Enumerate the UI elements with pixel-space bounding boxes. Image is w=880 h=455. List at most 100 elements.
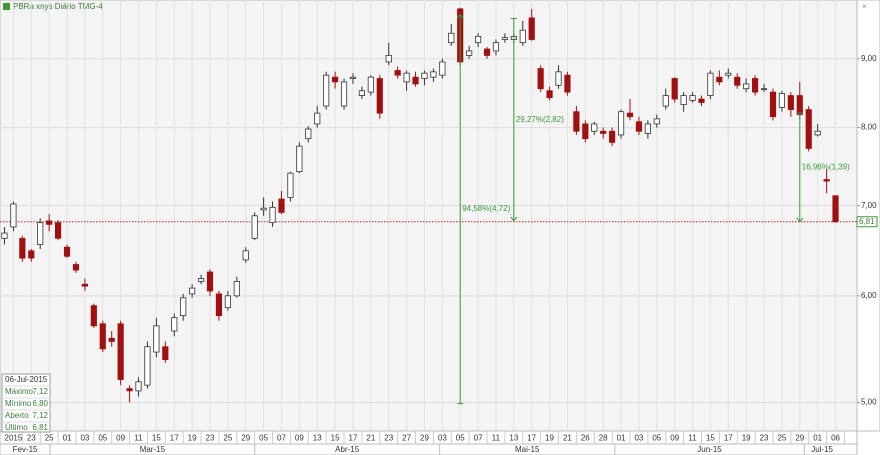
candle-body: [189, 287, 196, 295]
candle-body: [716, 76, 723, 83]
candle-body: [305, 128, 312, 140]
plot-area: [0, 0, 858, 432]
last-price-label: 6,81: [859, 217, 875, 226]
info-date: 06-Jul-2015: [5, 375, 48, 384]
candle-body: [564, 74, 571, 93]
candle-body: [171, 317, 178, 332]
x-tick-label: 09: [670, 434, 679, 443]
candle-body: [832, 195, 839, 223]
candle-body: [823, 179, 830, 182]
y-tick-label: 9,00: [861, 54, 877, 63]
candle-body: [72, 264, 80, 271]
month-label: Mar-15: [140, 445, 166, 454]
x-tick-label: 15: [706, 434, 715, 443]
y-tick-label: 8,00: [861, 123, 877, 132]
title-icon: [3, 3, 10, 10]
candle-body: [475, 35, 482, 44]
x-tick-label: 19: [742, 434, 751, 443]
candle-body: [242, 250, 249, 261]
close-button[interactable]: ×: [862, 2, 867, 11]
info-label: Aberto: [5, 411, 29, 420]
x-tick-label: 21: [563, 434, 572, 443]
candle-body: [135, 381, 142, 392]
candle-body: [117, 323, 124, 380]
candle-body: [287, 172, 294, 198]
candle-body: [734, 76, 741, 86]
info-value: 7,12: [32, 387, 48, 396]
x-tick-label: 29: [795, 434, 804, 443]
x-tick-label: 25: [45, 434, 54, 443]
x-tick-label: 11: [492, 434, 501, 443]
info-value: 6,80: [32, 399, 48, 408]
measure-arrow: [510, 216, 518, 222]
candle-body: [385, 55, 392, 63]
x-tick-label: 07: [277, 434, 286, 443]
candle-body: [769, 91, 777, 118]
candle-body: [421, 72, 428, 79]
candle-body: [689, 95, 696, 101]
x-tick-label: 23: [206, 434, 215, 443]
candle-body: [573, 111, 580, 132]
x-tick-label: 03: [80, 434, 89, 443]
info-value: 7,12: [32, 411, 48, 420]
candle-body: [332, 76, 339, 83]
candle-body: [439, 61, 446, 76]
candle-body: [662, 95, 669, 107]
candle-body: [358, 90, 365, 96]
candle-body: [546, 90, 553, 99]
x-tick-label: 27: [402, 434, 411, 443]
x-tick-label: 25: [777, 434, 786, 443]
candle-body: [376, 78, 383, 114]
measure-label: 16,96%(1,39): [802, 163, 850, 172]
x-tick-label: 13: [509, 434, 518, 443]
x-tick-label: 09: [116, 434, 125, 443]
month-label: Jun-15: [697, 445, 722, 454]
candle-body: [644, 123, 651, 134]
candle-body: [778, 93, 785, 108]
candle-body: [296, 145, 303, 172]
x-tick-label: 05: [98, 434, 107, 443]
measure-label: 29,27%(2,82): [516, 115, 564, 124]
x-tick-label: 07: [474, 434, 483, 443]
candle-body: [162, 346, 169, 361]
candle-body: [28, 250, 35, 259]
x-tick-label: 11: [688, 434, 697, 443]
candle-body: [501, 37, 508, 40]
x-tick-label: 23: [27, 434, 36, 443]
candle-body: [1, 232, 8, 239]
candle-body: [448, 32, 455, 44]
candle-body: [483, 48, 491, 56]
candle-body: [805, 109, 812, 149]
candle-body: [126, 388, 133, 392]
chart-title: PBRa xnys Diário TMG-4: [13, 2, 103, 11]
x-tick-label: 17: [170, 434, 179, 443]
candle-body: [430, 71, 437, 78]
x-tick-label: 23: [760, 434, 769, 443]
x-tick-label: 19: [188, 434, 197, 443]
info-value: 6,81: [32, 423, 48, 432]
candle-body: [519, 29, 526, 44]
candle-body: [814, 130, 821, 136]
x-tick-label: 17: [724, 434, 733, 443]
candle-body: [707, 72, 714, 96]
candle-body: [269, 206, 276, 224]
x-tick-label: 15: [152, 434, 161, 443]
candle-body: [403, 72, 410, 83]
measure-label: 94,58%(4,72): [462, 204, 510, 213]
x-tick-label: 26: [581, 434, 590, 443]
candle-body: [180, 297, 187, 317]
candle-body: [698, 98, 705, 103]
candle-body: [743, 83, 750, 90]
y-tick-label: 6,00: [861, 291, 877, 300]
y-tick-label: 7,00: [861, 201, 877, 210]
candle-body: [492, 42, 500, 52]
candle-body: [600, 130, 607, 134]
x-tick-label: 21: [366, 434, 375, 443]
candle-body: [787, 95, 794, 110]
candle-body: [224, 295, 231, 309]
month-label: Fev-15: [13, 445, 38, 454]
measure-arrow: [796, 217, 804, 223]
x-tick-label: 2015: [5, 434, 23, 443]
candle-body: [412, 76, 419, 85]
candle-body: [206, 271, 214, 292]
